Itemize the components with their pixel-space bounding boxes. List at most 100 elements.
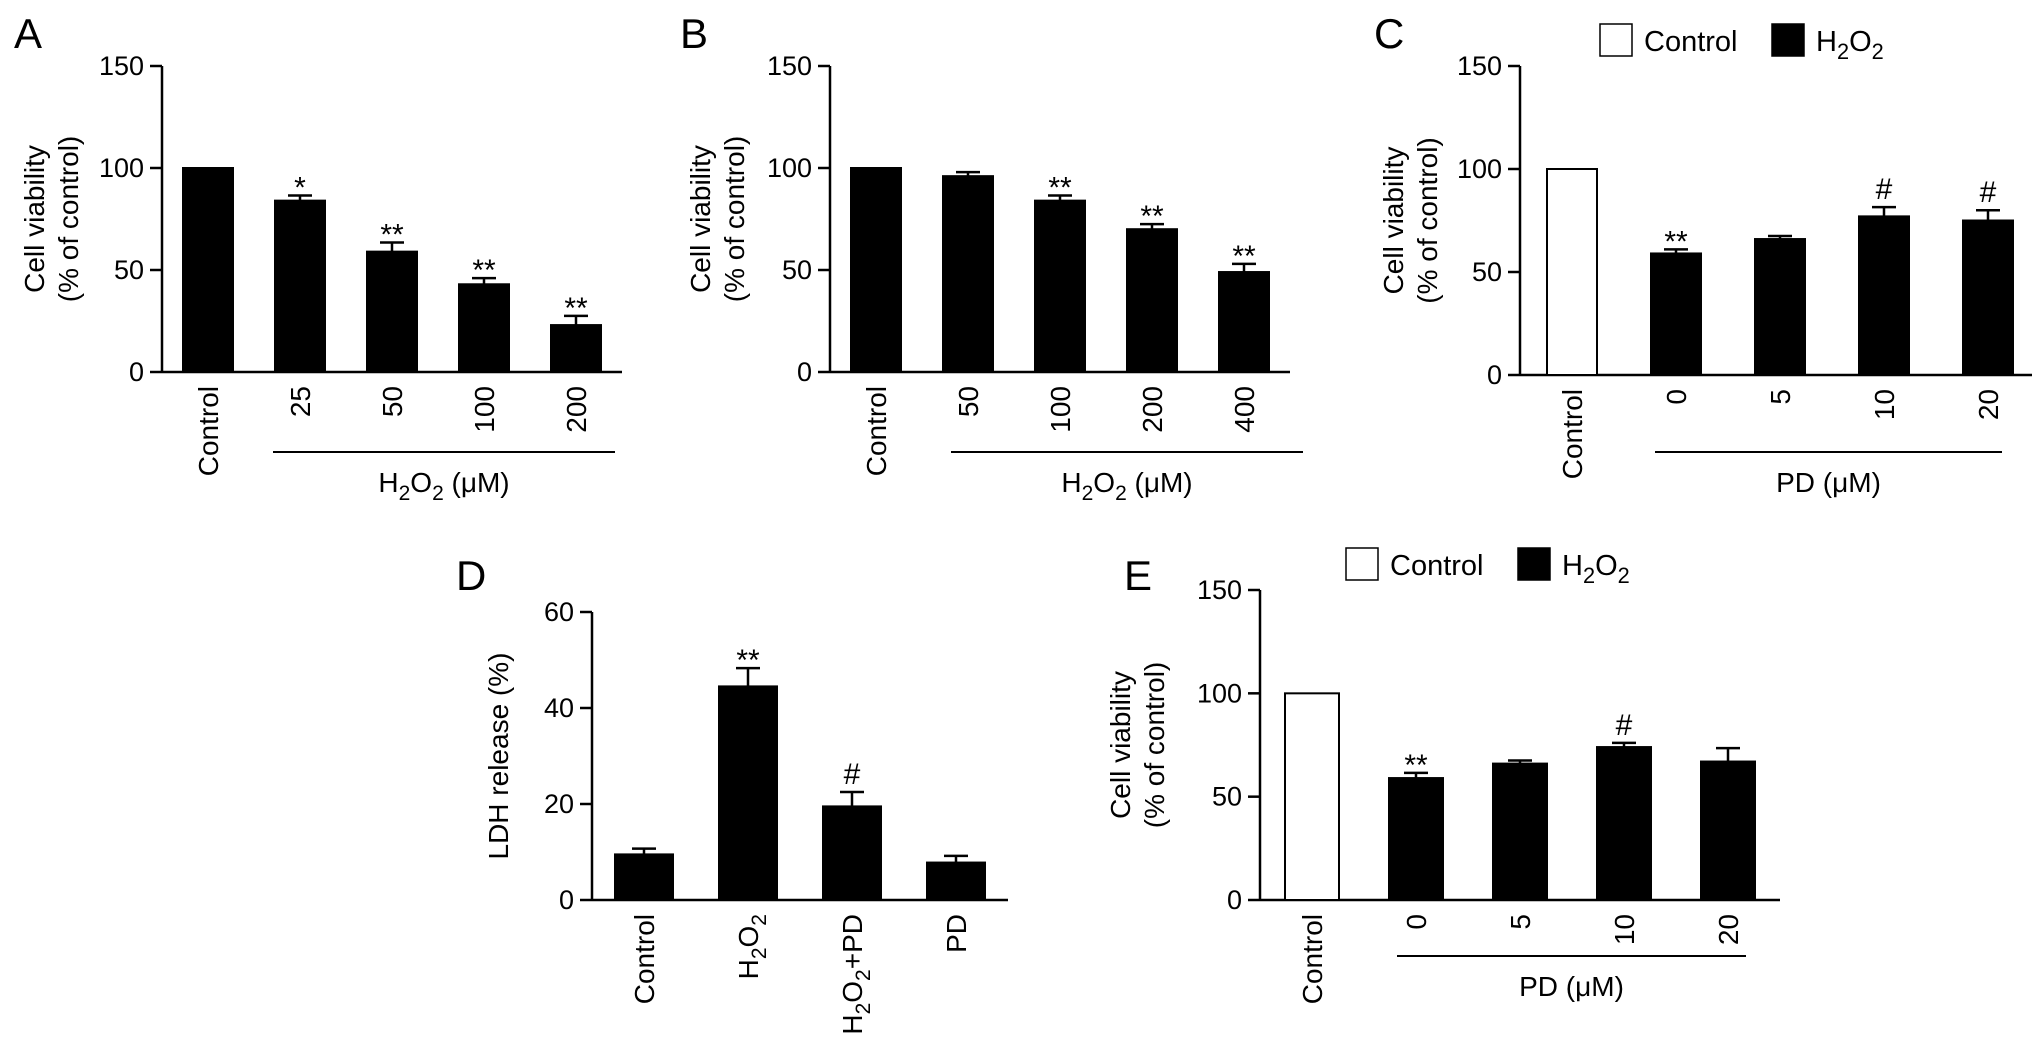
category-label-part: O <box>837 981 868 1003</box>
bar <box>1284 692 1340 901</box>
significance-marker: ** <box>380 218 404 251</box>
y-axis-label-line1: Cell viability <box>1105 671 1136 819</box>
legend-label-control: Control <box>1644 26 1738 58</box>
category-label: Control <box>1297 914 1328 1004</box>
y-tick-label: 40 <box>544 693 574 723</box>
category-label: 200 <box>1137 386 1168 433</box>
y-tick-label: 50 <box>1472 257 1502 287</box>
category-label: 25 <box>285 386 316 417</box>
formula-part: 2 <box>399 482 411 505</box>
y-axis-label-line2: (% of control) <box>1139 662 1170 829</box>
significance-marker: # <box>1876 173 1893 206</box>
legend-swatch-control <box>1345 547 1379 581</box>
y-axis-label-line2: (% of control) <box>1412 137 1443 304</box>
category-label: 0 <box>1401 914 1432 930</box>
formula-part: H <box>1562 550 1583 582</box>
panel-letter: D <box>456 552 486 599</box>
formula-part: O <box>410 467 432 498</box>
category-label: 10 <box>1609 914 1640 945</box>
category-label-part: H <box>733 959 764 979</box>
category-label: 20 <box>1973 389 2004 420</box>
bar <box>1858 215 1910 376</box>
legend-label-treatment: H2O2 <box>1562 550 1630 588</box>
legend-swatch-control <box>1599 23 1633 57</box>
bar <box>614 853 674 902</box>
bar <box>1126 228 1178 373</box>
y-tick-label: 0 <box>129 357 144 387</box>
bar <box>1754 238 1806 376</box>
category-label: 10 <box>1869 389 1900 420</box>
panel-letter: B <box>680 10 708 57</box>
bar <box>718 685 778 902</box>
formula-part: O <box>1093 467 1115 498</box>
category-label-part: +PD <box>837 914 868 969</box>
panel-letter: A <box>14 10 42 57</box>
category-label: H2O2+PD <box>837 914 875 1035</box>
formula-part: H <box>378 467 398 498</box>
formula-part: H <box>1061 467 1081 498</box>
y-axis-label-line1: Cell viability <box>685 145 716 293</box>
significance-marker: ** <box>1048 172 1072 205</box>
formula-part: (μM) <box>1127 467 1193 498</box>
group-label: H2O2 (μM) <box>1061 467 1192 505</box>
category-label: 100 <box>1045 386 1076 433</box>
bar <box>926 861 986 901</box>
panel-letter: E <box>1124 552 1152 599</box>
category-label-part: 2 <box>748 914 771 926</box>
significance-marker: # <box>1616 709 1633 742</box>
category-label-part: 2 <box>852 969 875 981</box>
category-label-part: 2 <box>852 1003 875 1015</box>
formula-part: 2 <box>1082 482 1094 505</box>
y-tick-label: 100 <box>99 153 144 183</box>
category-label: 100 <box>469 386 500 433</box>
category-label: 20 <box>1713 914 1744 945</box>
significance-marker: ** <box>736 644 760 677</box>
category-label: 5 <box>1505 914 1536 930</box>
y-tick-label: 0 <box>559 885 574 915</box>
category-label: 0 <box>1661 389 1692 405</box>
category-label-part: 2 <box>748 947 771 959</box>
formula-part: 2 <box>432 482 444 505</box>
category-label-part: H <box>837 1014 868 1034</box>
group-label: PD (μM) <box>1776 467 1881 498</box>
y-tick-label: 100 <box>1197 678 1242 708</box>
category-label: 50 <box>953 386 984 417</box>
bar <box>942 175 994 373</box>
group-label: PD (μM) <box>1519 971 1624 1002</box>
category-label: 5 <box>1765 389 1796 405</box>
category-label: Control <box>1557 389 1588 479</box>
significance-marker: ** <box>1404 749 1428 782</box>
bar <box>1650 252 1702 377</box>
significance-marker: ** <box>1232 240 1256 273</box>
significance-marker: ** <box>1140 200 1164 233</box>
y-tick-label: 150 <box>1197 575 1242 605</box>
bar <box>1962 219 2014 376</box>
y-axis-label-line2: (% of control) <box>53 136 84 303</box>
category-label: 50 <box>377 386 408 417</box>
formula-part: 2 <box>1837 39 1849 64</box>
formula-part: PD (μM) <box>1519 971 1624 1002</box>
significance-marker: # <box>1980 176 1997 209</box>
y-tick-label: 100 <box>767 153 812 183</box>
bar <box>458 283 510 373</box>
bar <box>550 324 602 373</box>
formula-part: PD (μM) <box>1776 467 1881 498</box>
y-axis-label-line2: (% of control) <box>719 136 750 303</box>
category-label: H2O2 <box>733 914 771 979</box>
formula-part: 2 <box>1583 563 1595 588</box>
y-tick-label: 150 <box>1457 51 1502 81</box>
category-label: PD <box>941 914 972 953</box>
formula-part: O <box>1849 26 1872 58</box>
y-tick-label: 0 <box>1487 360 1502 390</box>
bar <box>1388 777 1444 901</box>
legend-label-treatment: H2O2 <box>1816 26 1884 64</box>
legend-swatch-treatment <box>1771 23 1805 57</box>
significance-marker: ** <box>472 254 496 287</box>
significance-marker: ** <box>1664 225 1688 258</box>
y-tick-label: 20 <box>544 789 574 819</box>
formula-part: 2 <box>1618 563 1630 588</box>
